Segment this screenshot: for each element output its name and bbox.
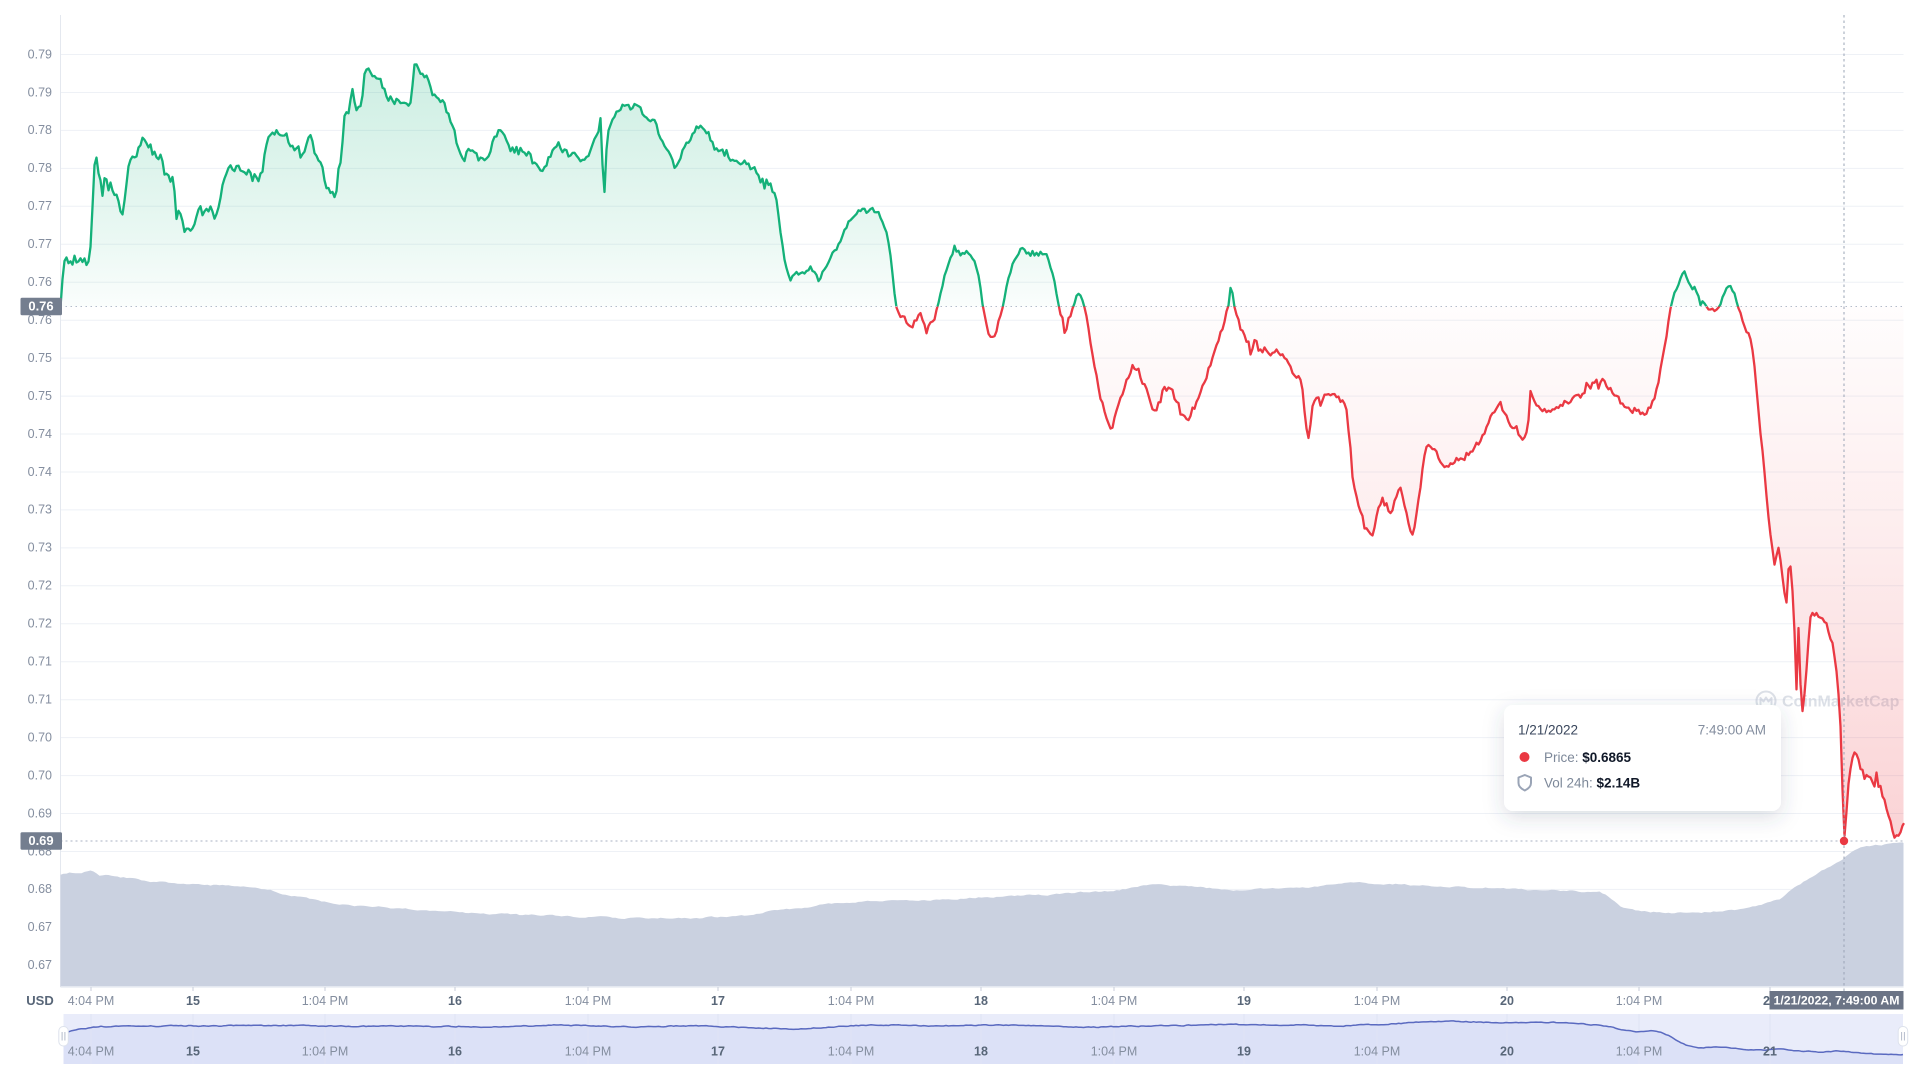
svg-text:1:04 PM: 1:04 PM	[1616, 994, 1663, 1008]
svg-text:0.71: 0.71	[28, 654, 52, 668]
svg-text:17: 17	[711, 1045, 725, 1059]
svg-text:0.74: 0.74	[28, 427, 52, 441]
svg-text:15: 15	[186, 994, 200, 1008]
svg-text:15: 15	[186, 1045, 200, 1059]
svg-text:1:04 PM: 1:04 PM	[565, 1045, 612, 1059]
svg-text:20: 20	[1500, 994, 1514, 1008]
svg-text:0.76: 0.76	[28, 313, 52, 327]
svg-text:0.74: 0.74	[28, 465, 52, 479]
svg-text:18: 18	[974, 1045, 988, 1059]
svg-text:20: 20	[1500, 1045, 1514, 1059]
svg-text:18: 18	[974, 994, 988, 1008]
svg-text:0.72: 0.72	[28, 616, 52, 630]
svg-text:0.70: 0.70	[28, 730, 52, 744]
svg-text:0.75: 0.75	[28, 351, 52, 365]
svg-text:1:04 PM: 1:04 PM	[828, 994, 875, 1008]
svg-text:1:04 PM: 1:04 PM	[1616, 1045, 1663, 1059]
svg-text:19: 19	[1237, 1045, 1251, 1059]
svg-text:1:04 PM: 1:04 PM	[565, 994, 612, 1008]
svg-text:0.76: 0.76	[28, 275, 52, 289]
svg-text:16: 16	[448, 1045, 462, 1059]
svg-text:16: 16	[448, 994, 462, 1008]
svg-text:0.79: 0.79	[28, 47, 52, 61]
svg-text:7:49:00 AM: 7:49:00 AM	[1698, 723, 1766, 738]
svg-text:1:04 PM: 1:04 PM	[1091, 994, 1138, 1008]
svg-text:1:04 PM: 1:04 PM	[1091, 1045, 1138, 1059]
svg-text:17: 17	[711, 994, 725, 1008]
svg-text:0.75: 0.75	[28, 389, 52, 403]
svg-text:0.77: 0.77	[28, 199, 52, 213]
svg-text:19: 19	[1237, 994, 1251, 1008]
svg-text:1/21/2022: 1/21/2022	[1518, 723, 1578, 738]
svg-text:4:04 PM: 4:04 PM	[68, 1045, 115, 1059]
svg-text:1:04 PM: 1:04 PM	[1354, 1045, 1401, 1059]
svg-text:0.71: 0.71	[28, 692, 52, 706]
svg-text:0.73: 0.73	[28, 503, 52, 517]
svg-text:1:04 PM: 1:04 PM	[828, 1045, 875, 1059]
svg-text:0.73: 0.73	[28, 541, 52, 555]
svg-text:0.72: 0.72	[28, 579, 52, 593]
svg-text:0.69: 0.69	[28, 806, 52, 820]
svg-text:0.67: 0.67	[28, 920, 52, 934]
svg-text:0.76: 0.76	[28, 299, 53, 314]
svg-text:Vol 24h: $2.14B: Vol 24h: $2.14B	[1544, 776, 1640, 791]
svg-text:0.78: 0.78	[28, 123, 52, 137]
svg-text:0.79: 0.79	[28, 85, 52, 99]
svg-text:0.68: 0.68	[28, 882, 52, 896]
svg-text:1:04 PM: 1:04 PM	[302, 994, 349, 1008]
svg-text:21: 21	[1763, 1045, 1777, 1059]
svg-text:0.67: 0.67	[28, 958, 52, 972]
svg-text:1/21/2022, 7:49:00 AM: 1/21/2022, 7:49:00 AM	[1773, 993, 1899, 1007]
svg-text:0.77: 0.77	[28, 237, 52, 251]
svg-text:1:04 PM: 1:04 PM	[302, 1045, 349, 1059]
svg-text:0.70: 0.70	[28, 768, 52, 782]
svg-text:0.69: 0.69	[28, 833, 53, 848]
svg-text:1:04 PM: 1:04 PM	[1354, 994, 1401, 1008]
svg-text:4:04 PM: 4:04 PM	[68, 994, 115, 1008]
svg-text:Price: $0.6865: Price: $0.6865	[1544, 750, 1632, 765]
svg-text:USD: USD	[26, 993, 53, 1008]
svg-text:0.78: 0.78	[28, 161, 52, 175]
